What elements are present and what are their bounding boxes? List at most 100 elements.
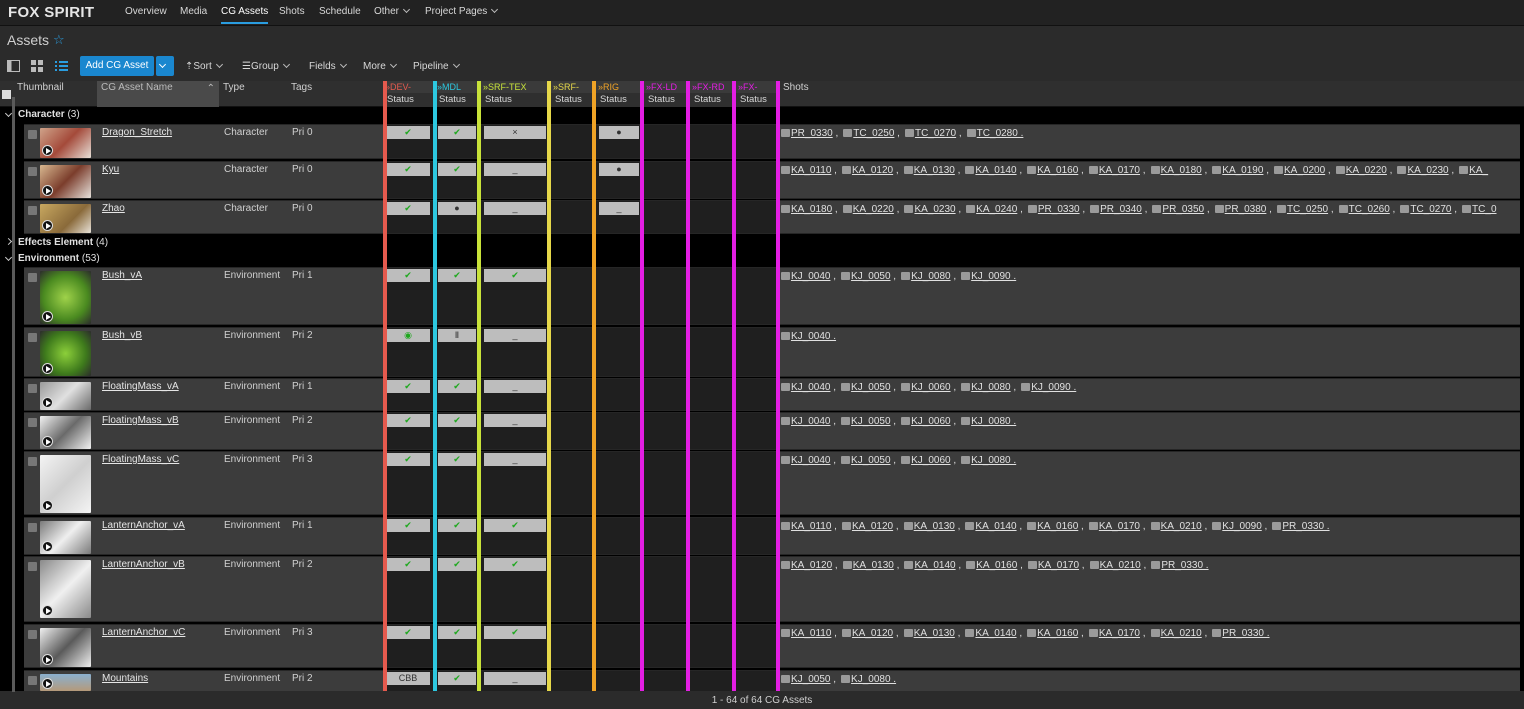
- dev-status[interactable]: ✔: [386, 380, 430, 393]
- table-row[interactable]: LanternAnchor_vB Environment Pri 2 ✔ ✔ ✔ KA_01…: [24, 556, 1520, 622]
- mdl-status[interactable]: ●: [438, 202, 476, 215]
- table-row[interactable]: FloatingMass_vC Environment Pri 3 ✔ ✔ _ KJ_004…: [24, 451, 1520, 515]
- dev-status[interactable]: ✔: [386, 163, 430, 176]
- play-icon[interactable]: [42, 145, 53, 156]
- srf-tex-status[interactable]: _: [484, 202, 546, 215]
- table-row[interactable]: Zhao Character Pri 0 ✔ ● _ _ KA_0180 , KA_0220 ,…: [24, 200, 1520, 234]
- mdl-status[interactable]: ✔: [438, 453, 476, 466]
- col-pipeline-srf-tex[interactable]: »SRF-TEX Status: [481, 81, 551, 107]
- asset-thumbnail[interactable]: [40, 455, 91, 513]
- add-dropdown-button[interactable]: [156, 56, 174, 76]
- rig-status[interactable]: ●: [599, 163, 639, 176]
- dev-status[interactable]: ✔: [386, 558, 430, 571]
- nav-overview[interactable]: Overview: [125, 6, 167, 17]
- list-view-icon[interactable]: [55, 60, 68, 72]
- grid-view-icon[interactable]: [31, 60, 44, 72]
- play-icon[interactable]: [42, 397, 53, 408]
- srf-tex-status[interactable]: _: [484, 163, 546, 176]
- sort-button[interactable]: ⇡Sort: [185, 60, 223, 72]
- col-pipeline-rig[interactable]: »RIG Status: [596, 81, 644, 107]
- table-row[interactable]: LanternAnchor_vA Environment Pri 1 ✔ ✔ ✔ KA_01…: [24, 517, 1520, 555]
- mdl-status[interactable]: Ⅱ: [438, 329, 476, 342]
- asset-thumbnail[interactable]: [40, 416, 91, 449]
- dev-status[interactable]: ✔: [386, 519, 430, 532]
- col-cg-asset-name[interactable]: CG Asset Name ⌃: [97, 81, 219, 107]
- rig-status[interactable]: _: [599, 202, 639, 215]
- dev-status[interactable]: ◉: [386, 329, 430, 342]
- srf-tex-status[interactable]: ✔: [484, 558, 546, 571]
- nav-media[interactable]: Media: [180, 6, 208, 17]
- table-row[interactable]: Kyu Character Pri 0 ✔ ✔ _ ● KA_0110 , KA_0120 ,K…: [24, 161, 1520, 199]
- shots-list[interactable]: KA_0180 , KA_0220 , KA_0230 , KA_0240 , PR_0…: [781, 204, 1517, 215]
- asset-thumbnail[interactable]: [40, 128, 91, 158]
- shots-list[interactable]: KJ_0040 , KJ_0050 , KJ_0080 , KJ_0090 .: [781, 271, 1517, 282]
- asset-thumbnail[interactable]: [40, 271, 91, 324]
- dev-status[interactable]: ✔: [386, 126, 430, 139]
- srf-tex-status[interactable]: ×: [484, 126, 546, 139]
- asset-name-link[interactable]: FloatingMass_vB: [102, 415, 179, 426]
- asset-name-link[interactable]: LanternAnchor_vC: [102, 627, 186, 638]
- row-checkbox[interactable]: [28, 676, 37, 685]
- table-row[interactable]: Bush_vA Environment Pri 1 ✔ ✔ ✔ KJ_0040 , KJ_00…: [24, 267, 1520, 325]
- favorite-star-icon[interactable]: ☆: [53, 32, 65, 47]
- shots-list[interactable]: KJ_0040 , KJ_0050 , KJ_0060 , KJ_0080 .: [781, 416, 1517, 427]
- dev-status[interactable]: ✔: [386, 269, 430, 282]
- group-header[interactable]: Character (3): [0, 107, 780, 122]
- row-checkbox[interactable]: [28, 384, 37, 393]
- shots-list[interactable]: KA_0110 , KA_0120 , KA_0130 , KA_0140 , KA_0…: [781, 165, 1517, 176]
- asset-thumbnail[interactable]: [40, 165, 91, 198]
- shots-list[interactable]: KA_0120 , KA_0130 , KA_0140 , KA_0160 , KA_0…: [781, 560, 1517, 571]
- asset-name-link[interactable]: Mountains: [102, 673, 149, 684]
- table-row[interactable]: LanternAnchor_vC Environment Pri 3 ✔ ✔ ✔ KA_01…: [24, 624, 1520, 668]
- col-thumbnail[interactable]: Thumbnail: [17, 82, 64, 93]
- srf-tex-status[interactable]: _: [484, 414, 546, 427]
- play-icon[interactable]: [42, 311, 53, 322]
- row-checkbox[interactable]: [28, 273, 37, 282]
- row-checkbox[interactable]: [28, 206, 37, 215]
- fields-button[interactable]: Fields: [309, 60, 347, 72]
- srf-tex-status[interactable]: _: [484, 453, 546, 466]
- asset-thumbnail[interactable]: [40, 204, 91, 233]
- col-tags[interactable]: Tags: [291, 82, 313, 93]
- col-pipeline-fx[interactable]: »FX- Status: [736, 81, 780, 107]
- nav-shots[interactable]: Shots: [279, 6, 305, 17]
- row-checkbox[interactable]: [28, 523, 37, 532]
- srf-tex-status[interactable]: _: [484, 672, 546, 685]
- rig-status[interactable]: ●: [599, 126, 639, 139]
- shots-list[interactable]: KJ_0040 , KJ_0050 , KJ_0060 , KJ_0080 , KJ_0…: [781, 382, 1517, 393]
- nav-project-pages[interactable]: Project Pages: [425, 5, 499, 17]
- col-pipeline-fx-ld[interactable]: »FX-LD Status: [644, 81, 690, 107]
- row-checkbox[interactable]: [28, 630, 37, 639]
- col-type[interactable]: Type: [223, 82, 245, 93]
- row-checkbox[interactable]: [28, 562, 37, 571]
- srf-tex-status[interactable]: _: [484, 380, 546, 393]
- col-pipeline-mdl[interactable]: »MDL Status: [435, 81, 481, 107]
- row-checkbox[interactable]: [28, 333, 37, 342]
- table-row[interactable]: FloatingMass_vB Environment Pri 2 ✔ ✔ _ KJ_004…: [24, 412, 1520, 450]
- dev-status[interactable]: CBB: [386, 672, 430, 685]
- shots-list[interactable]: PR_0330 , TC_0250 , TC_0270 , TC_0280 .: [781, 128, 1517, 139]
- nav-cg-assets[interactable]: CG Assets: [221, 6, 269, 24]
- table-row[interactable]: Mountains Environment Pri 2 CBB ✔ _ KJ_0050 ,K…: [24, 670, 1520, 691]
- play-icon[interactable]: [42, 363, 53, 374]
- col-shots[interactable]: Shots: [783, 82, 809, 93]
- asset-name-link[interactable]: LanternAnchor_vB: [102, 559, 185, 570]
- asset-name-link[interactable]: Kyu: [102, 164, 120, 175]
- table-row[interactable]: Dragon_Stretch Character Pri 0 ✔ ✔ × ● PR_0330 …: [24, 124, 1520, 159]
- asset-name-link[interactable]: LanternAnchor_vA: [102, 520, 185, 531]
- asset-thumbnail[interactable]: [40, 560, 91, 618]
- mdl-status[interactable]: ✔: [438, 126, 476, 139]
- asset-name-link[interactable]: Dragon_Stretch: [102, 127, 173, 138]
- col-pipeline-srf[interactable]: »SRF- Status: [551, 81, 596, 107]
- mdl-status[interactable]: ✔: [438, 626, 476, 639]
- mdl-status[interactable]: ✔: [438, 519, 476, 532]
- left-scrollbar[interactable]: [12, 97, 15, 693]
- play-icon[interactable]: [42, 500, 53, 511]
- asset-name-link[interactable]: Bush_vB: [102, 330, 143, 341]
- row-checkbox[interactable]: [28, 167, 37, 176]
- play-icon[interactable]: [42, 436, 53, 447]
- play-icon[interactable]: [42, 678, 53, 689]
- play-icon[interactable]: [42, 654, 53, 665]
- asset-thumbnail[interactable]: [40, 382, 91, 410]
- play-icon[interactable]: [42, 541, 53, 552]
